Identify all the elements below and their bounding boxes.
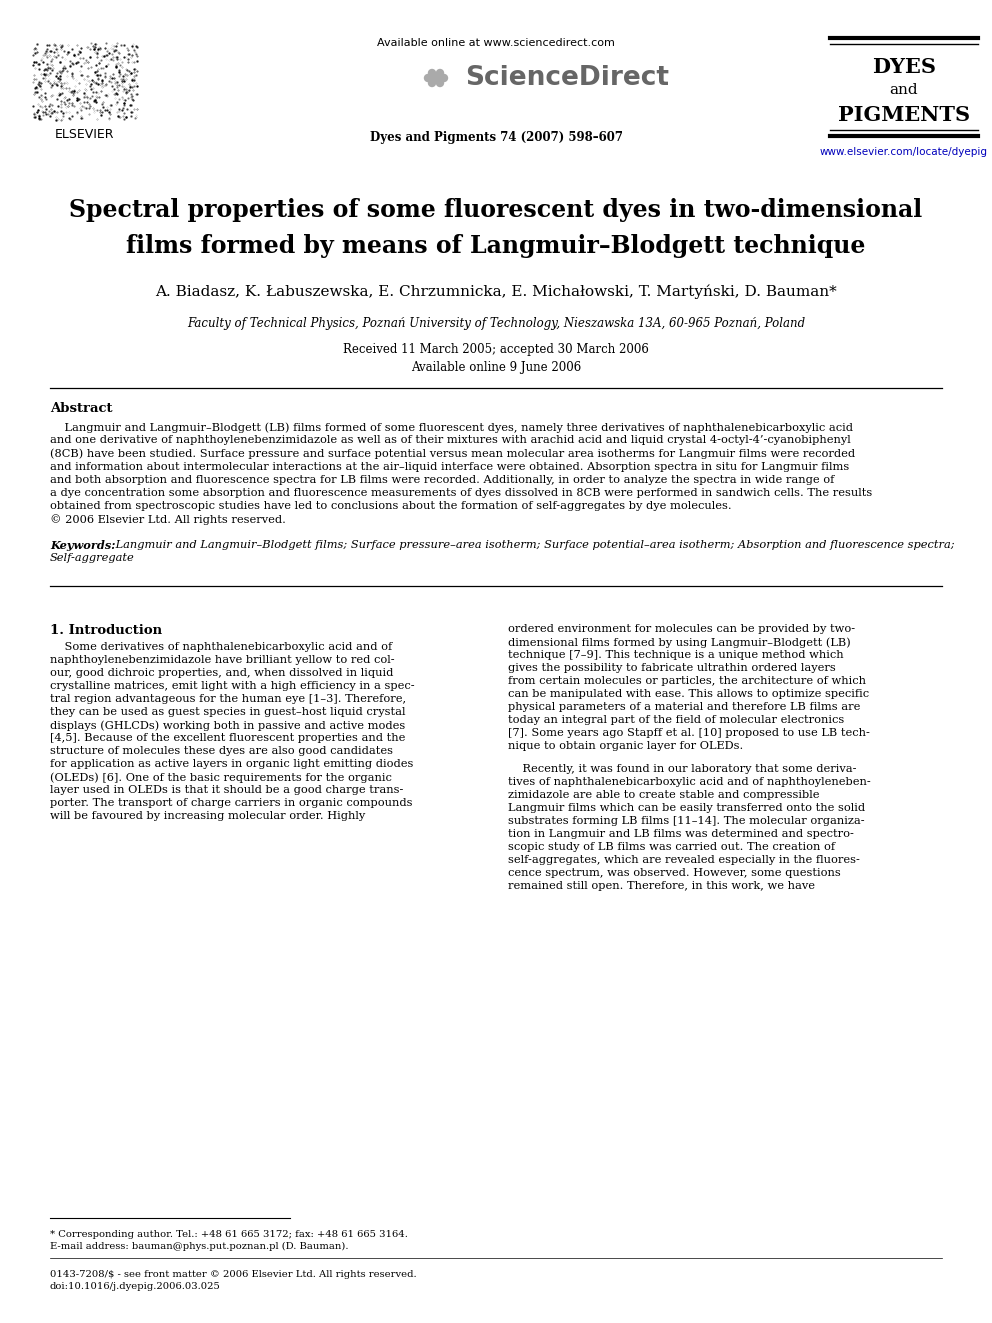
Text: Faculty of Technical Physics, Poznań University of Technology, Nieszawska 13A, 6: Faculty of Technical Physics, Poznań Uni… (186, 316, 806, 329)
Text: porter. The transport of charge carriers in organic compounds: porter. The transport of charge carriers… (50, 798, 413, 808)
Text: Available online 9 June 2006: Available online 9 June 2006 (411, 360, 581, 373)
Circle shape (440, 74, 447, 82)
Text: Langmuir films which can be easily transferred onto the solid: Langmuir films which can be easily trans… (508, 803, 865, 814)
Circle shape (436, 70, 443, 77)
Text: Spectral properties of some fluorescent dyes in two-dimensional: Spectral properties of some fluorescent … (69, 198, 923, 222)
Text: zimidazole are able to create stable and compressible: zimidazole are able to create stable and… (508, 790, 819, 800)
Text: doi:10.1016/j.dyepig.2006.03.025: doi:10.1016/j.dyepig.2006.03.025 (50, 1282, 221, 1291)
Text: gives the possibility to fabricate ultrathin ordered layers: gives the possibility to fabricate ultra… (508, 663, 835, 673)
Text: Recently, it was found in our laboratory that some deriva-: Recently, it was found in our laboratory… (508, 763, 856, 774)
Text: and information about intermolecular interactions at the air–liquid interface we: and information about intermolecular int… (50, 462, 849, 471)
Text: [4,5]. Because of the excellent fluorescent properties and the: [4,5]. Because of the excellent fluoresc… (50, 733, 406, 744)
Text: [7]. Some years ago Stapff et al. [10] proposed to use LB tech-: [7]. Some years ago Stapff et al. [10] p… (508, 728, 870, 738)
Text: layer used in OLEDs is that it should be a good charge trans-: layer used in OLEDs is that it should be… (50, 785, 404, 795)
Text: for application as active layers in organic light emitting diodes: for application as active layers in orga… (50, 759, 414, 769)
Text: A. Biadasz, K. Łabuszewska, E. Chrzumnicka, E. Michałowski, T. Martyński, D. Bau: A. Biadasz, K. Łabuszewska, E. Chrzumnic… (155, 284, 837, 299)
Text: will be favoured by increasing molecular order. Highly: will be favoured by increasing molecular… (50, 811, 365, 822)
Text: and one derivative of naphthoylenebenzimidazole as well as of their mixtures wit: and one derivative of naphthoylenebenzim… (50, 435, 851, 446)
Text: Abstract: Abstract (50, 401, 112, 414)
Text: Dyes and Pigments 74 (2007) 598–607: Dyes and Pigments 74 (2007) 598–607 (369, 131, 623, 144)
Text: substrates forming LB films [11–14]. The molecular organiza-: substrates forming LB films [11–14]. The… (508, 816, 865, 826)
Text: scopic study of LB films was carried out. The creation of: scopic study of LB films was carried out… (508, 841, 835, 852)
Circle shape (425, 74, 432, 82)
Text: naphthoylenebenzimidazole have brilliant yellow to red col-: naphthoylenebenzimidazole have brilliant… (50, 655, 395, 665)
Text: Langmuir and Langmuir–Blodgett (LB) films formed of some fluorescent dyes, namel: Langmuir and Langmuir–Blodgett (LB) film… (50, 422, 853, 433)
Text: Langmuir and Langmuir–Blodgett films; Surface pressure–area isotherm; Surface po: Langmuir and Langmuir–Blodgett films; Su… (112, 540, 954, 549)
Text: Self-aggregate: Self-aggregate (50, 553, 135, 562)
Text: tives of naphthalenebicarboxylic acid and of naphthoyleneben-: tives of naphthalenebicarboxylic acid an… (508, 777, 871, 787)
Text: technique [7–9]. This technique is a unique method which: technique [7–9]. This technique is a uni… (508, 650, 843, 660)
Text: (OLEDs) [6]. One of the basic requirements for the organic: (OLEDs) [6]. One of the basic requiremen… (50, 773, 392, 783)
Text: our, good dichroic properties, and, when dissolved in liquid: our, good dichroic properties, and, when… (50, 668, 394, 677)
Text: Available online at www.sciencedirect.com: Available online at www.sciencedirect.co… (377, 38, 615, 48)
Text: Some derivatives of naphthalenebicarboxylic acid and of: Some derivatives of naphthalenebicarboxy… (50, 642, 392, 652)
Text: self-aggregates, which are revealed especially in the fluores-: self-aggregates, which are revealed espe… (508, 855, 860, 865)
Text: remained still open. Therefore, in this work, we have: remained still open. Therefore, in this … (508, 881, 815, 890)
Text: DYES: DYES (872, 57, 936, 77)
Text: ScienceDirect: ScienceDirect (465, 65, 669, 91)
Text: displays (GHLCDs) working both in passive and active modes: displays (GHLCDs) working both in passiv… (50, 720, 406, 730)
Text: ordered environment for molecules can be provided by two-: ordered environment for molecules can be… (508, 624, 855, 634)
Text: and both absorption and fluorescence spectra for LB films were recorded. Additio: and both absorption and fluorescence spe… (50, 475, 834, 484)
Text: tion in Langmuir and LB films was determined and spectro-: tion in Langmuir and LB films was determ… (508, 830, 854, 839)
Text: from certain molecules or particles, the architecture of which: from certain molecules or particles, the… (508, 676, 866, 687)
Circle shape (436, 79, 443, 86)
Text: and: and (890, 83, 919, 97)
Text: structure of molecules these dyes are also good candidates: structure of molecules these dyes are al… (50, 746, 393, 755)
Text: 1. Introduction: 1. Introduction (50, 624, 162, 636)
Text: obtained from spectroscopic studies have led to conclusions about the formation : obtained from spectroscopic studies have… (50, 501, 732, 511)
Circle shape (433, 74, 439, 82)
Text: E-mail address: bauman@phys.put.poznan.pl (D. Bauman).: E-mail address: bauman@phys.put.poznan.p… (50, 1242, 348, 1252)
Text: crystalline matrices, emit light with a high efficiency in a spec-: crystalline matrices, emit light with a … (50, 681, 415, 691)
Text: today an integral part of the field of molecular electronics: today an integral part of the field of m… (508, 714, 844, 725)
Text: (8CB) have been studied. Surface pressure and surface potential versus mean mole: (8CB) have been studied. Surface pressur… (50, 448, 855, 459)
Text: dimensional films formed by using Langmuir–Blodgett (LB): dimensional films formed by using Langmu… (508, 636, 851, 647)
Text: films formed by means of Langmuir–Blodgett technique: films formed by means of Langmuir–Blodge… (126, 234, 866, 258)
Text: they can be used as guest species in guest–host liquid crystal: they can be used as guest species in gue… (50, 706, 406, 717)
Circle shape (429, 70, 435, 77)
Text: 0143-7208/$ - see front matter © 2006 Elsevier Ltd. All rights reserved.: 0143-7208/$ - see front matter © 2006 El… (50, 1270, 417, 1279)
Text: can be manipulated with ease. This allows to optimize specific: can be manipulated with ease. This allow… (508, 689, 869, 699)
Text: cence spectrum, was observed. However, some questions: cence spectrum, was observed. However, s… (508, 868, 841, 878)
Text: Keywords:: Keywords: (50, 540, 115, 550)
Text: © 2006 Elsevier Ltd. All rights reserved.: © 2006 Elsevier Ltd. All rights reserved… (50, 515, 286, 525)
Text: ELSEVIER: ELSEVIER (56, 128, 115, 142)
Text: physical parameters of a material and therefore LB films are: physical parameters of a material and th… (508, 703, 860, 712)
Text: Received 11 March 2005; accepted 30 March 2006: Received 11 March 2005; accepted 30 Marc… (343, 344, 649, 356)
Text: PIGMENTS: PIGMENTS (838, 105, 970, 124)
Circle shape (429, 79, 435, 86)
Text: tral region advantageous for the human eye [1–3]. Therefore,: tral region advantageous for the human e… (50, 695, 406, 704)
Text: * Corresponding author. Tel.: +48 61 665 3172; fax: +48 61 665 3164.: * Corresponding author. Tel.: +48 61 665… (50, 1230, 408, 1240)
Text: nique to obtain organic layer for OLEDs.: nique to obtain organic layer for OLEDs. (508, 741, 743, 751)
Text: a dye concentration some absorption and fluorescence measurements of dyes dissol: a dye concentration some absorption and … (50, 488, 872, 497)
Text: www.elsevier.com/locate/dyepig: www.elsevier.com/locate/dyepig (820, 147, 988, 157)
